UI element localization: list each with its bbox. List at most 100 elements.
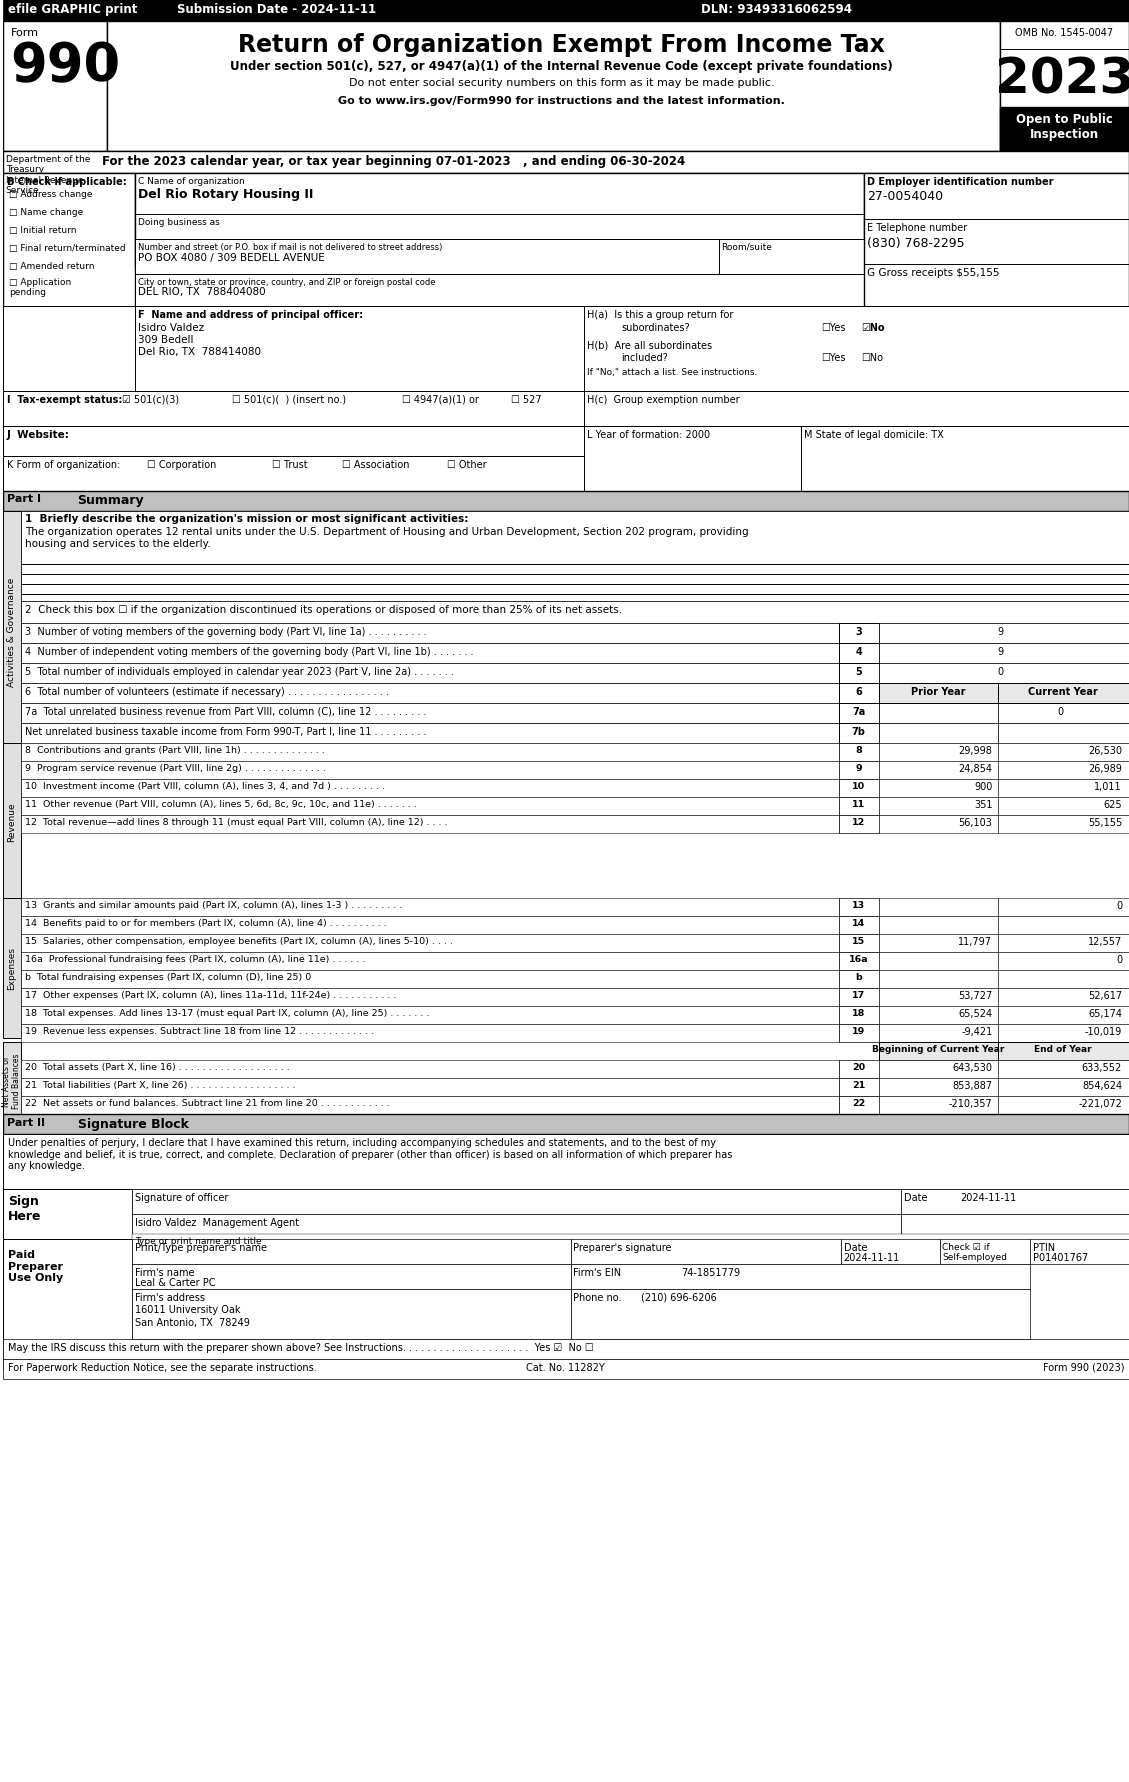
Bar xyxy=(585,392,1129,426)
Text: 990: 990 xyxy=(10,39,121,93)
Text: 309 Bedell: 309 Bedell xyxy=(139,335,194,344)
Text: Preparer's signature: Preparer's signature xyxy=(574,1242,672,1253)
Text: 11  Other revenue (Part VIII, column (A), lines 5, 6d, 8c, 9c, 10c, and 11e) . .: 11 Other revenue (Part VIII, column (A),… xyxy=(25,800,417,809)
Bar xyxy=(839,816,878,834)
Text: 18: 18 xyxy=(852,1009,865,1018)
Bar xyxy=(878,624,1129,643)
Bar xyxy=(2,21,107,151)
Bar xyxy=(719,241,864,274)
Bar xyxy=(998,898,1129,916)
Text: ☑ 501(c)(3): ☑ 501(c)(3) xyxy=(122,396,180,405)
Text: Firm's address: Firm's address xyxy=(135,1292,205,1303)
Text: 74-1851779: 74-1851779 xyxy=(681,1267,741,1278)
Bar xyxy=(878,971,998,989)
Bar xyxy=(2,1238,132,1369)
Text: H(c)  Group exemption number: H(c) Group exemption number xyxy=(587,396,739,405)
Bar xyxy=(998,1078,1129,1096)
Text: 22  Net assets or fund balances. Subtract line 21 from line 20 . . . . . . . . .: 22 Net assets or fund balances. Subtract… xyxy=(25,1098,390,1107)
Bar xyxy=(998,971,1129,989)
Text: Prior Year: Prior Year xyxy=(911,686,965,697)
Text: I  Tax-exempt status:: I Tax-exempt status: xyxy=(7,396,122,405)
Bar xyxy=(878,743,998,761)
Text: E Telephone number: E Telephone number xyxy=(867,223,966,233)
Text: 29,998: 29,998 xyxy=(959,745,992,756)
Text: 4: 4 xyxy=(856,647,863,656)
Text: Date: Date xyxy=(843,1242,867,1253)
Bar xyxy=(878,934,998,952)
Text: Summary: Summary xyxy=(78,494,145,506)
Text: Go to www.irs.gov/Form990 for instructions and the latest information.: Go to www.irs.gov/Form990 for instructio… xyxy=(338,96,785,105)
Text: K Form of organization:: K Form of organization: xyxy=(7,460,120,470)
Text: 0: 0 xyxy=(1115,900,1122,911)
Bar xyxy=(878,684,998,704)
Text: Net Assets or
Fund Balances: Net Assets or Fund Balances xyxy=(2,1053,21,1108)
Text: City or town, state or province, country, and ZIP or foreign postal code: City or town, state or province, country… xyxy=(139,278,436,287)
Text: 351: 351 xyxy=(974,800,992,809)
Text: 65,524: 65,524 xyxy=(959,1009,992,1019)
Text: ☐ Corporation: ☐ Corporation xyxy=(148,460,217,470)
Bar xyxy=(1000,21,1129,151)
Text: 1  Briefly describe the organization's mission or most significant activities:: 1 Briefly describe the organization's mi… xyxy=(25,513,469,524)
Bar xyxy=(878,1042,998,1060)
Text: □ Final return/terminated: □ Final return/terminated xyxy=(9,244,125,253)
Bar xyxy=(2,1340,1129,1360)
Text: Under section 501(c), 527, or 4947(a)(1) of the Internal Revenue Code (except pr: Under section 501(c), 527, or 4947(a)(1)… xyxy=(230,61,893,73)
Text: efile GRAPHIC print: efile GRAPHIC print xyxy=(8,4,137,16)
Bar xyxy=(2,307,135,392)
Bar xyxy=(2,1360,1129,1379)
Text: -10,019: -10,019 xyxy=(1085,1026,1122,1037)
Text: 22: 22 xyxy=(852,1098,865,1107)
Text: 7a  Total unrelated business revenue from Part VIII, column (C), line 12 . . . .: 7a Total unrelated business revenue from… xyxy=(25,707,426,716)
Bar xyxy=(998,934,1129,952)
Bar xyxy=(20,511,1129,602)
Text: J  Website:: J Website: xyxy=(7,429,70,440)
Text: 26,530: 26,530 xyxy=(1088,745,1122,756)
Text: Del Rio, TX  788414080: Del Rio, TX 788414080 xyxy=(139,347,262,356)
Text: 625: 625 xyxy=(1103,800,1122,809)
Text: ☐Yes: ☐Yes xyxy=(821,353,846,364)
Text: 19  Revenue less expenses. Subtract line 18 from line 12 . . . . . . . . . . . .: 19 Revenue less expenses. Subtract line … xyxy=(25,1026,374,1035)
Bar xyxy=(20,684,839,704)
Text: Return of Organization Exempt From Income Tax: Return of Organization Exempt From Incom… xyxy=(238,34,885,57)
Bar xyxy=(571,1263,1031,1288)
Text: 16011 University Oak: 16011 University Oak xyxy=(135,1304,240,1315)
Text: ☑No: ☑No xyxy=(860,323,884,333)
Text: 10: 10 xyxy=(852,782,865,791)
Bar xyxy=(839,663,878,684)
Text: Phone no.: Phone no. xyxy=(574,1292,622,1303)
Text: 7a: 7a xyxy=(852,707,865,716)
Bar xyxy=(839,624,878,643)
Bar xyxy=(901,1189,1129,1214)
Bar xyxy=(135,274,864,307)
Bar xyxy=(998,723,1129,743)
Text: 17  Other expenses (Part IX, column (A), lines 11a-11d, 11f-24e) . . . . . . . .: 17 Other expenses (Part IX, column (A), … xyxy=(25,991,396,1000)
Text: 21  Total liabilities (Part X, line 26) . . . . . . . . . . . . . . . . . .: 21 Total liabilities (Part X, line 26) .… xyxy=(25,1080,295,1089)
Text: DLN: 93493316062594: DLN: 93493316062594 xyxy=(701,4,852,16)
Bar xyxy=(839,916,878,934)
Text: -210,357: -210,357 xyxy=(948,1098,992,1108)
Text: Cat. No. 11282Y: Cat. No. 11282Y xyxy=(526,1361,605,1372)
Bar xyxy=(571,1288,1031,1340)
Bar xyxy=(839,898,878,916)
Bar xyxy=(20,1078,839,1096)
Bar xyxy=(2,743,20,898)
Text: ☐ Other: ☐ Other xyxy=(447,460,487,470)
Bar xyxy=(2,21,1129,151)
Text: 13  Grants and similar amounts paid (Part IX, column (A), lines 1-3 ) . . . . . : 13 Grants and similar amounts paid (Part… xyxy=(25,900,402,909)
Text: 900: 900 xyxy=(974,782,992,791)
Text: ☐ 4947(a)(1) or: ☐ 4947(a)(1) or xyxy=(402,396,479,405)
Text: 9  Program service revenue (Part VIII, line 2g) . . . . . . . . . . . . . .: 9 Program service revenue (Part VIII, li… xyxy=(25,763,325,773)
Bar xyxy=(2,1189,132,1238)
Bar xyxy=(135,307,585,392)
Text: Type or print name and title: Type or print name and title xyxy=(135,1237,262,1246)
Text: □ Address change: □ Address change xyxy=(9,191,93,200)
Bar xyxy=(878,898,998,916)
Text: 65,174: 65,174 xyxy=(1088,1009,1122,1019)
Bar xyxy=(841,1238,940,1263)
Bar xyxy=(998,1025,1129,1042)
Text: B Check if applicable:: B Check if applicable: xyxy=(7,176,126,187)
Text: 8  Contributions and grants (Part VIII, line 1h) . . . . . . . . . . . . . .: 8 Contributions and grants (Part VIII, l… xyxy=(25,745,324,754)
Text: 12,557: 12,557 xyxy=(1087,937,1122,946)
Bar xyxy=(878,1007,998,1025)
Text: 5: 5 xyxy=(856,666,863,677)
